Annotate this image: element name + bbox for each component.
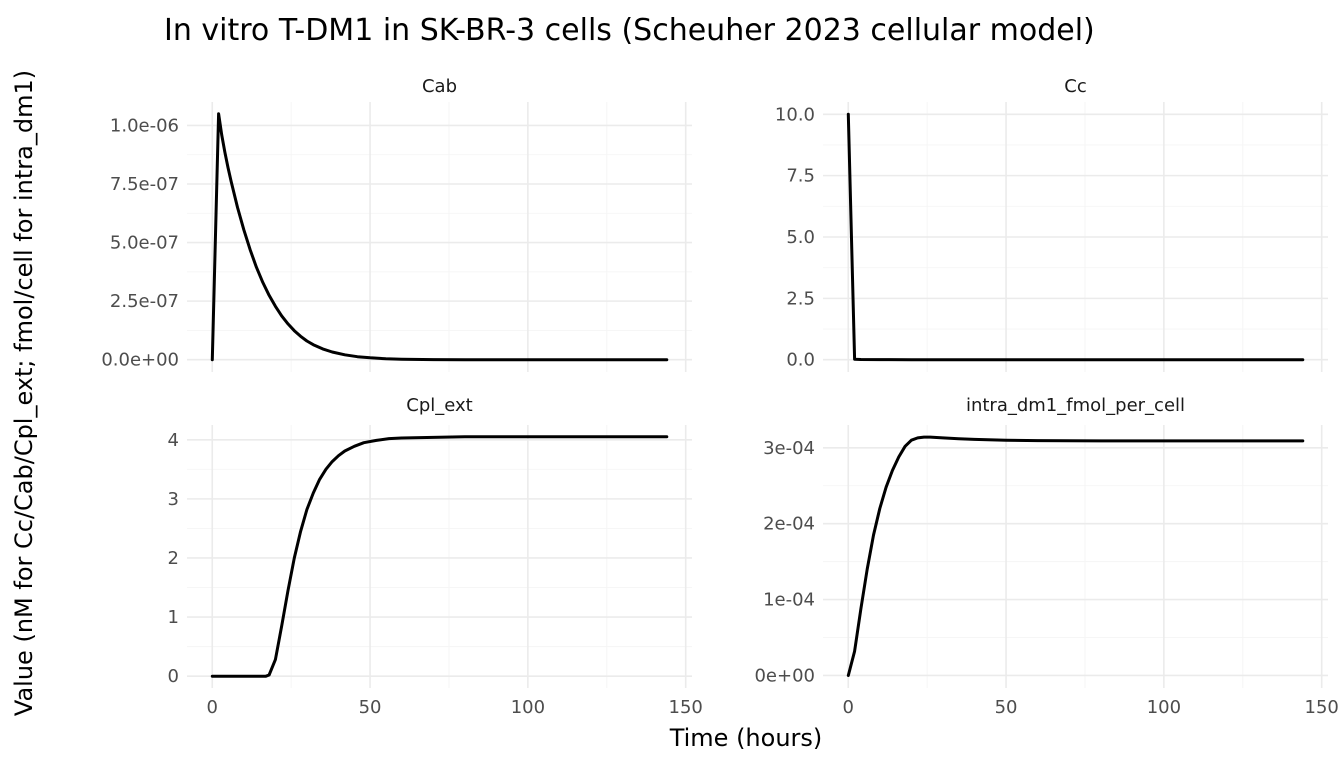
panel-Cab: 0.0e+00 2.5e-07 5.0e-07 7.5e-07 1.0e-06 Cab [101,76,692,372]
y-tick-label: 10.0 [775,104,815,125]
panels: 0.0e+002.5e-075.0e-077.5e-071.0e-06Cab0.… [101,76,1339,718]
facet-strip-label: Cpl_ext [406,395,472,416]
y-axis-title: Value (nM for Cc/Cab/Cpl_ext; fmol/cell … [10,70,38,716]
y-tick-label: 5.0 [786,227,815,248]
x-tick-label: 100 [511,697,545,718]
y-tick-label: 2.5e-07 [110,291,179,312]
panel-Cc: 0.0 2.5 5.0 7.5 10.0 Cc [775,76,1328,372]
y-tick-label: 5.0e-07 [110,233,179,254]
series-line-intra_dm1_fmol_per_cell [846,435,1305,677]
y-tick-label: 0.0 [786,350,815,371]
y-tick-label: 2e-04 [763,514,815,535]
y-tick-label: 1e-04 [763,590,815,611]
facet-strip-label: intra_dm1_fmol_per_cell [966,395,1185,416]
facet-strip-label: Cab [422,76,457,97]
y-tick-label: 2.5 [786,288,815,309]
series-line-Cpl_ext [210,435,669,678]
x-tick-label: 100 [1147,697,1181,718]
series-line-Cab [210,112,669,362]
y-tick-label: 1.0e-06 [110,115,179,136]
y-tick-label: 3 [168,489,179,510]
panel-Cpl_ext: 0 1 2 3 4 0 50 100 150 Cpl_ext [168,395,703,718]
chart-title: In vitro T-DM1 in SK-BR-3 cells (Scheuhe… [164,13,1095,48]
x-tick-label: 150 [669,697,703,718]
y-tick-label: 7.5 [786,166,815,187]
facet-strip-label: Cc [1064,76,1086,97]
y-tick-label: 2 [168,548,179,569]
x-tick-label: 50 [359,697,382,718]
y-tick-label: 0.0e+00 [101,350,179,371]
x-tick-label: 50 [995,697,1018,718]
x-tick-label: 0 [207,697,218,718]
y-tick-label: 0e+00 [754,665,815,686]
y-tick-label: 4 [168,430,179,451]
series-line-Cc [846,112,1305,362]
y-tick-label: 1 [168,607,179,628]
panel-intra_dm1_fmol_per_cell: 0e+00 1e-04 2e-04 3e-04 0 50 100 150 intra_dm1_f… [754,395,1338,718]
y-tick-label: 3e-04 [763,438,815,459]
y-tick-label: 0 [168,666,179,687]
x-tick-label: 150 [1305,697,1339,718]
x-axis-title: Time (hours) [669,724,823,752]
y-tick-label: 7.5e-07 [110,174,179,195]
x-tick-label: 0 [843,697,854,718]
